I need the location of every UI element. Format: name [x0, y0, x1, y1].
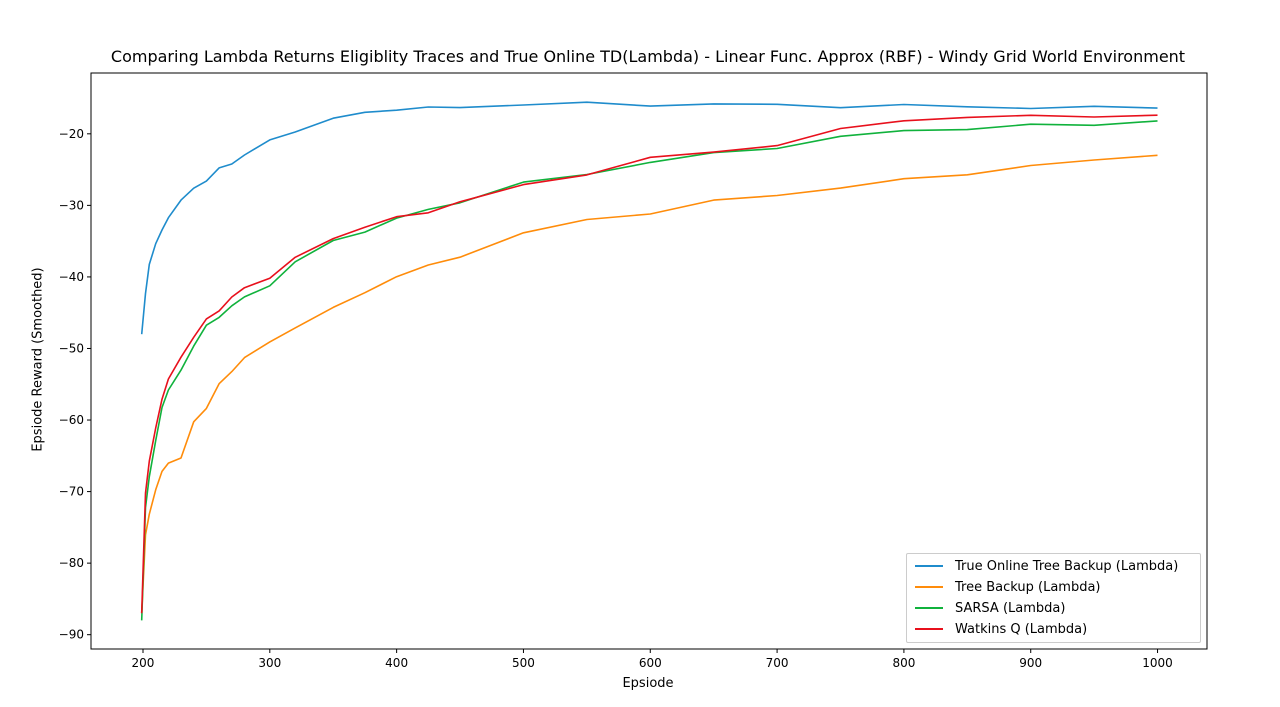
x-tick-label: 800 — [892, 656, 915, 670]
y-tick-label: −50 — [59, 341, 84, 355]
legend-swatch — [915, 628, 943, 630]
series-line-4 — [140, 114, 1158, 614]
series-line-2 — [140, 154, 1158, 614]
legend-swatch — [915, 607, 943, 609]
x-tick-label: 900 — [1019, 656, 1042, 670]
y-tick-label: −40 — [59, 270, 84, 284]
x-tick-label: 1000 — [1142, 656, 1173, 670]
y-axis-label: Epsiode Reward (Smoothed) — [30, 267, 46, 452]
y-tick-label: −60 — [59, 413, 84, 427]
y-tick-label: −80 — [59, 556, 84, 570]
x-tick-label: 600 — [639, 656, 662, 670]
y-tick-label: −20 — [59, 127, 84, 141]
y-tick-label: −90 — [59, 628, 84, 642]
legend-swatch — [915, 565, 943, 567]
legend-label: Tree Backup (Lambda) — [955, 579, 1101, 595]
legend-label: True Online Tree Backup (Lambda) — [955, 558, 1179, 574]
x-tick-label: 700 — [766, 656, 789, 670]
chart-legend: True Online Tree Backup (Lambda) Tree Ba… — [906, 553, 1201, 643]
x-tick-label: 500 — [512, 656, 535, 670]
legend-item: True Online Tree Backup (Lambda) — [907, 556, 1178, 576]
x-tick-label: 300 — [258, 656, 281, 670]
plot-frame — [90, 72, 1208, 650]
series-line-3 — [140, 120, 1158, 621]
legend-item: Watkins Q (Lambda) — [907, 619, 1087, 639]
legend-label: SARSA (Lambda) — [955, 600, 1066, 616]
x-tick-label: 200 — [132, 656, 155, 670]
y-tick-label: −30 — [59, 198, 84, 212]
y-tick-label: −70 — [59, 485, 84, 499]
series-line-1 — [140, 101, 1158, 335]
x-axis-label: Epsiode — [622, 676, 674, 691]
legend-label: Watkins Q (Lambda) — [955, 621, 1088, 637]
x-tick-label: 400 — [385, 656, 408, 670]
legend-swatch — [915, 586, 943, 588]
legend-item: SARSA (Lambda) — [907, 598, 1065, 618]
legend-item: Tree Backup (Lambda) — [907, 577, 1101, 597]
chart-title: Comparing Lambda Returns Eligiblity Trac… — [110, 47, 1186, 66]
